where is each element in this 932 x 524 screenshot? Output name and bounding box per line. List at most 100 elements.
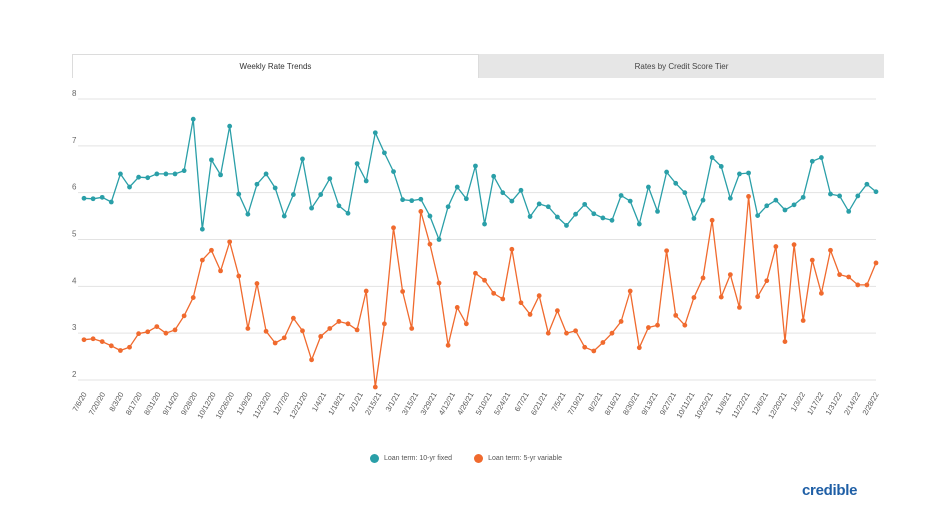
data-point-5yr-variable (545, 330, 551, 336)
data-point-5yr-variable (118, 348, 123, 353)
data-point-10yr-fixed (573, 211, 578, 217)
legend-label-5yr-variable: Loan term: 5-yr variable (488, 455, 562, 462)
x-tick-label: 8/3/20 (107, 391, 125, 414)
legend-item-5yr-variable[interactable]: Loan term: 5-yr variable (474, 454, 562, 463)
data-point-10yr-fixed (127, 184, 132, 190)
data-point-5yr-variable (218, 268, 223, 274)
data-point-5yr-variable (727, 272, 733, 278)
data-point-10yr-fixed (837, 193, 842, 199)
data-point-10yr-fixed (354, 161, 360, 167)
data-point-5yr-variable (764, 278, 770, 284)
data-point-10yr-fixed (81, 195, 87, 201)
data-point-5yr-variable (818, 290, 824, 296)
data-point-10yr-fixed (445, 204, 451, 210)
data-point-10yr-fixed (682, 190, 688, 196)
data-point-5yr-variable (627, 288, 633, 294)
data-point-10yr-fixed (254, 181, 260, 187)
data-point-5yr-variable (127, 344, 132, 350)
data-point-10yr-fixed (673, 180, 679, 186)
data-point-5yr-variable (418, 209, 424, 214)
data-point-10yr-fixed (500, 190, 506, 196)
data-point-10yr-fixed (627, 198, 633, 204)
data-point-5yr-variable (846, 274, 852, 280)
x-tick-label: 2/28/22 (860, 391, 880, 417)
data-point-10yr-fixed (818, 155, 824, 160)
data-point-10yr-fixed (691, 216, 697, 221)
data-point-10yr-fixed (655, 209, 660, 214)
data-point-5yr-variable (309, 357, 314, 363)
data-point-10yr-fixed (873, 189, 879, 195)
data-point-5yr-variable (391, 225, 396, 231)
data-point-10yr-fixed (345, 210, 351, 216)
x-tick-label: 7/5/21 (549, 391, 567, 414)
x-tick-label: 9/13/21 (639, 391, 659, 417)
x-tick-label: 9/14/20 (161, 391, 181, 417)
data-point-5yr-variable (554, 308, 560, 314)
x-tick-label: 1/4/21 (310, 391, 328, 414)
tab-rates-by-credit-score-tier[interactable]: Rates by Credit Score Tier (479, 54, 884, 78)
y-tick-label: 4 (72, 276, 77, 285)
data-point-5yr-variable (600, 340, 606, 345)
data-point-5yr-variable (199, 257, 205, 263)
x-tick-label: 1/31/22 (824, 391, 844, 417)
data-point-10yr-fixed (463, 196, 469, 202)
data-point-5yr-variable (400, 289, 406, 294)
data-point-5yr-variable (409, 326, 415, 331)
data-point-5yr-variable (482, 277, 487, 283)
data-point-10yr-fixed (809, 158, 815, 164)
data-point-5yr-variable (518, 300, 524, 306)
series-line-5yr-variable (83, 195, 877, 388)
data-point-10yr-fixed (846, 209, 852, 214)
data-point-10yr-fixed (336, 203, 342, 209)
data-point-10yr-fixed (218, 172, 223, 178)
data-point-5yr-variable (99, 339, 105, 344)
data-point-5yr-variable (491, 290, 497, 296)
data-point-10yr-fixed (509, 198, 515, 204)
data-point-10yr-fixed (318, 192, 324, 197)
data-point-10yr-fixed (646, 184, 651, 190)
data-point-10yr-fixed (136, 174, 142, 180)
data-point-10yr-fixed (199, 226, 205, 232)
data-point-5yr-variable (636, 345, 642, 351)
data-point-10yr-fixed (209, 157, 214, 163)
data-point-10yr-fixed (700, 197, 706, 203)
data-point-5yr-variable (445, 342, 451, 348)
data-point-10yr-fixed (791, 202, 797, 208)
data-point-10yr-fixed (618, 193, 624, 198)
data-point-5yr-variable (873, 260, 879, 266)
data-point-10yr-fixed (427, 213, 433, 219)
data-point-5yr-variable (473, 270, 478, 276)
data-point-5yr-variable (454, 305, 460, 310)
data-point-10yr-fixed (718, 164, 724, 169)
y-tick-label: 5 (72, 230, 77, 239)
data-point-5yr-variable (263, 328, 269, 334)
x-tick-label: 7/19/21 (566, 391, 586, 417)
data-point-5yr-variable (527, 312, 533, 317)
data-point-10yr-fixed (864, 181, 870, 187)
legend-item-10yr-fixed[interactable]: Loan term: 10-yr fixed (369, 454, 452, 463)
data-point-5yr-variable (236, 273, 242, 279)
data-point-10yr-fixed (482, 221, 487, 227)
data-point-5yr-variable (209, 247, 214, 253)
data-point-5yr-variable (564, 330, 569, 336)
x-tick-label: 6/21/21 (529, 391, 549, 417)
data-point-5yr-variable (664, 248, 670, 254)
x-tick-label: 8/2/21 (586, 391, 604, 414)
series-line-10yr-fixed (83, 118, 877, 241)
credible-logo: credible (802, 482, 858, 499)
data-point-5yr-variable (108, 343, 114, 349)
data-point-5yr-variable (354, 327, 360, 333)
x-tick-label: 2/14/22 (842, 391, 862, 417)
data-point-10yr-fixed (236, 191, 242, 197)
data-point-5yr-variable (837, 272, 842, 278)
data-point-5yr-variable (463, 321, 469, 327)
y-tick-label: 2 (72, 370, 77, 379)
data-point-5yr-variable (536, 293, 542, 299)
data-point-5yr-variable (800, 318, 806, 323)
y-tick-label: 8 (72, 89, 77, 98)
data-point-5yr-variable (809, 257, 815, 263)
data-point-5yr-variable (591, 348, 597, 354)
tab-weekly-rate-trends[interactable]: Weekly Rate Trends (72, 54, 479, 78)
data-point-10yr-fixed (545, 204, 551, 210)
data-point-10yr-fixed (855, 193, 861, 199)
